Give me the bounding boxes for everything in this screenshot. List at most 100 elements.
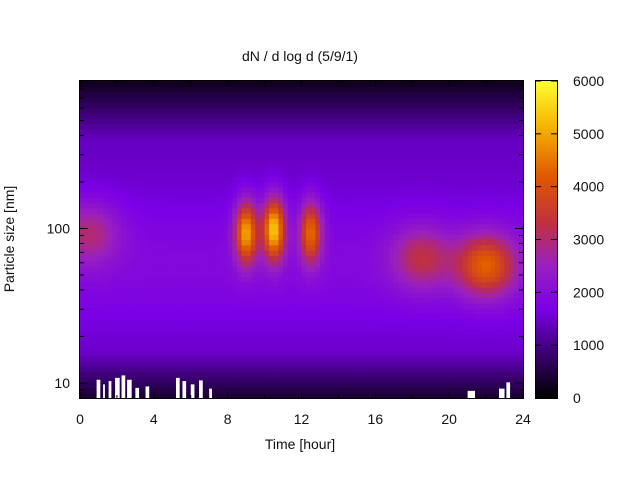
heat-cell: [449, 265, 455, 272]
heat-cell: [204, 234, 210, 241]
heat-cell: [227, 308, 233, 315]
heat-cell: [439, 197, 446, 204]
heat-cell: [352, 202, 358, 209]
heat-cell: [421, 265, 427, 272]
heat-cell: [324, 218, 330, 225]
heat-cell: [107, 107, 113, 114]
heat-cell: [186, 302, 192, 309]
heat-cell: [232, 81, 238, 87]
heat-cell: [158, 186, 164, 193]
heat-cell: [366, 197, 372, 204]
heat-cell: [356, 345, 363, 352]
heat-cell: [375, 260, 381, 267]
heat-cell: [315, 345, 321, 352]
heat-cell: [232, 318, 238, 325]
heat-cell: [292, 287, 298, 293]
heat-cell: [264, 297, 270, 304]
heat-cell: [292, 281, 298, 288]
heat-cell: [98, 144, 104, 151]
heat-cell: [278, 265, 284, 272]
heat-cell: [269, 149, 275, 156]
heat-cell: [283, 170, 289, 177]
heat-cell: [116, 149, 123, 156]
heat-cell: [283, 387, 289, 394]
heat-cell: [213, 255, 220, 262]
heat-cell: [444, 302, 450, 309]
heat-cell: [379, 170, 386, 177]
heat-cell: [375, 392, 381, 399]
heat-cell: [306, 170, 312, 177]
heat-cell: [236, 345, 243, 352]
heat-cell: [412, 186, 418, 193]
heat-cell: [398, 91, 404, 98]
heat-cell: [139, 345, 146, 352]
heat-cell: [149, 387, 155, 394]
heat-cell: [204, 318, 210, 325]
heat-cell: [176, 265, 183, 272]
heat-cell: [84, 181, 90, 188]
heat-cell: [218, 123, 224, 130]
heat-cell: [121, 107, 127, 114]
heat-cell: [306, 244, 312, 251]
heat-cell: [343, 350, 349, 357]
heat-cell: [126, 318, 132, 325]
heat-cell: [356, 276, 363, 283]
heat-cell: [158, 334, 164, 341]
heat-cell: [84, 133, 90, 140]
heat-cell: [195, 350, 201, 357]
heat-cell: [439, 139, 446, 145]
heat-cell: [158, 376, 164, 383]
heat-cell: [324, 255, 330, 262]
heat-cell: [444, 366, 450, 373]
heat-cell: [112, 149, 118, 156]
heat-cell: [89, 213, 95, 219]
heat-cell: [126, 276, 132, 283]
heat-cell: [292, 112, 298, 119]
heat-cell: [306, 102, 312, 109]
heat-cell: [389, 154, 395, 161]
heat-cell: [370, 387, 376, 394]
heat-cell: [112, 223, 118, 230]
heat-cell: [149, 366, 155, 373]
heat-cell: [273, 355, 280, 362]
heat-cell: [223, 213, 229, 219]
heat-cell: [149, 176, 155, 182]
heat-cell: [283, 202, 289, 209]
heat-cell: [361, 371, 367, 378]
heat-cell: [356, 287, 363, 293]
heat-cell: [246, 176, 252, 182]
heat-cell: [98, 176, 104, 182]
heat-cell: [199, 313, 206, 320]
heat-cell: [343, 117, 349, 124]
heat-cell: [139, 117, 146, 124]
heat-cell: [352, 102, 358, 109]
heat-cell: [250, 191, 256, 198]
heat-cell: [343, 202, 349, 209]
heat-cell: [135, 176, 141, 182]
heat-cell: [278, 191, 284, 198]
heat-cell: [412, 313, 418, 320]
heat-cell: [135, 234, 141, 241]
heat-cell: [273, 313, 280, 320]
heat-cell: [361, 329, 367, 336]
heat-cell: [453, 324, 459, 330]
heat-cell: [218, 297, 224, 304]
heat-cell: [250, 234, 256, 241]
heat-cell: [449, 302, 455, 309]
heat-cell: [379, 255, 386, 262]
heat-cell: [458, 318, 464, 325]
heat-cell: [158, 96, 164, 103]
heat-cell: [398, 392, 404, 399]
heat-cell: [324, 392, 330, 399]
heat-cell: [236, 313, 243, 320]
heat-cell: [393, 382, 399, 389]
heat-cell: [361, 334, 367, 341]
heat-cell: [403, 345, 409, 352]
heat-cell: [324, 334, 330, 341]
heat-cell: [393, 160, 399, 167]
heat-cell: [227, 324, 233, 330]
heat-cell: [269, 329, 275, 336]
heat-cell: [393, 107, 399, 114]
heat-cell: [296, 117, 303, 124]
heat-cell: [416, 250, 423, 256]
